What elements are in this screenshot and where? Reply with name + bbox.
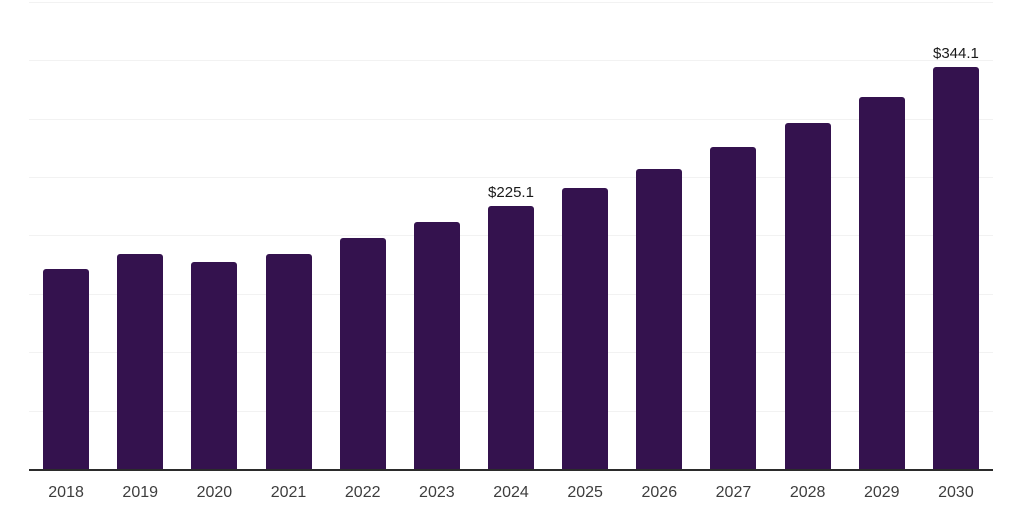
- value-label-2030: $344.1: [932, 45, 979, 63]
- x-tick-label-2029: 2029: [863, 484, 900, 501]
- value-label-2024: $225.1: [488, 184, 534, 202]
- bar-2023: [413, 221, 460, 469]
- bar-2018: [43, 269, 90, 469]
- x-tick-label-2030: 2030: [938, 484, 974, 501]
- gridline-350: [29, 60, 993, 62]
- x-tick-label-2022: 2022: [344, 484, 381, 501]
- gridline-250: [29, 176, 993, 178]
- bar-2019: [117, 253, 164, 469]
- bar-2029: [858, 96, 905, 469]
- plot-area: $225.1 $344.1: [29, 0, 993, 469]
- x-tick-label-2023: 2023: [419, 484, 455, 501]
- bar-2027: [710, 146, 757, 469]
- x-tick-label-2026: 2026: [641, 484, 678, 501]
- x-tick-label-2019: 2019: [122, 484, 159, 501]
- bar-2020: [191, 261, 238, 469]
- x-axis-line: [29, 469, 993, 471]
- bar-2030: [932, 67, 979, 469]
- x-tick-label-2027: 2027: [715, 484, 752, 501]
- bar-2028: [784, 123, 831, 469]
- x-tick-label-2018: 2018: [48, 484, 84, 501]
- x-tick-label-2025: 2025: [567, 484, 603, 501]
- x-tick-label-2024: 2024: [493, 484, 529, 501]
- bar-2022: [339, 237, 386, 469]
- x-tick-label-2028: 2028: [789, 484, 826, 501]
- bar-2026: [636, 168, 683, 469]
- x-tick-label-2020: 2020: [196, 484, 233, 501]
- bar-2025: [562, 187, 609, 469]
- gridline-300: [29, 118, 993, 120]
- gridline-400: [29, 1, 993, 3]
- x-tick-label-2021: 2021: [270, 484, 307, 501]
- bar-2024: [488, 206, 534, 469]
- x-axis: 2018 2019 2020 2021 2022 2023 2024 2025 2026 2027…: [29, 483, 993, 505]
- bar-2021: [265, 253, 312, 469]
